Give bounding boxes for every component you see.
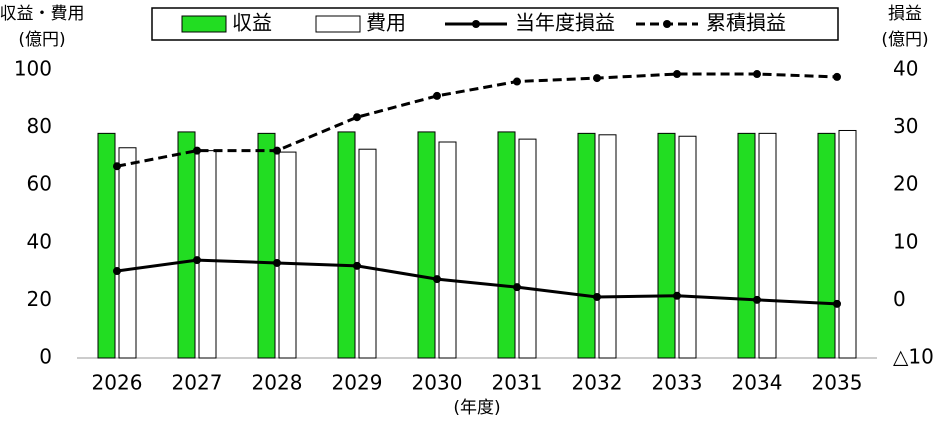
point [833,299,841,308]
y2-tick-label: 20 [893,172,918,196]
legend-label: 当年度損益 [515,11,615,35]
point [593,74,601,83]
x-tick-label: 2030 [412,371,463,395]
y-tick-label: 100 [14,57,52,81]
y-tick-label: 80 [27,114,52,138]
bar [278,151,297,359]
bar [337,131,356,359]
y2-axis-title: (億円) [881,30,928,50]
legend-swatch [315,15,361,33]
bar [97,132,116,359]
y-axis-title: 収益・費用 [0,4,85,24]
x-axis-title: (年度) [453,398,500,418]
y-tick-label: 20 [27,287,52,311]
bar [758,132,777,359]
point [353,261,361,270]
point [593,292,601,301]
x-tick-label: 2027 [172,371,223,395]
line [116,258,838,306]
bar [598,134,617,359]
point [513,77,521,86]
point [753,70,761,79]
legend-swatch [181,15,227,33]
x-tick-label: 2033 [652,371,703,395]
bar [838,129,857,359]
y-tick-label: 0 [39,345,52,369]
point [513,283,521,292]
x-tick-label: 2031 [492,371,543,395]
point [833,72,841,81]
y-axis-title: (億円) [18,30,65,50]
point [673,291,681,300]
bar [257,132,276,359]
point [193,256,201,265]
bar [438,141,457,359]
point [673,70,681,79]
bar [577,132,596,359]
y2-tick-label: 30 [893,114,918,138]
x-tick-label: 2035 [812,371,863,395]
bar [817,132,836,359]
bar [737,132,756,359]
y2-tick-label: 40 [893,57,918,81]
y2-axis-title: 損益 [888,4,922,24]
x-tick-label: 2032 [572,371,623,395]
legend-swatch [663,20,671,28]
legend-swatch [472,20,480,28]
legend-label: 累積損益 [706,11,786,35]
y-tick-label: 40 [27,229,52,253]
point [273,146,281,155]
point [433,91,441,100]
bar [497,131,516,359]
bar [198,150,217,359]
x-tick-label: 2026 [92,371,143,395]
x-tick-label: 2034 [732,371,783,395]
x-tick-label: 2028 [252,371,303,395]
point [353,113,361,122]
x-tick-label: 2029 [332,371,383,395]
line [116,72,838,168]
point [273,258,281,267]
bar [678,135,697,359]
y2-tick-label: △10 [893,345,934,369]
bar [657,132,676,359]
y2-tick-label: 0 [893,287,906,311]
bar [118,147,137,359]
legend-label: 収益 [232,11,272,35]
point [193,146,201,155]
point [113,267,121,276]
bar [518,138,537,359]
bar [417,131,436,359]
y2-tick-label: 10 [893,229,918,253]
point [433,275,441,284]
point [753,295,761,304]
y-tick-label: 60 [27,172,52,196]
legend-label: 費用 [366,11,406,35]
bar [358,148,377,359]
bar [177,131,196,359]
point [113,162,121,171]
